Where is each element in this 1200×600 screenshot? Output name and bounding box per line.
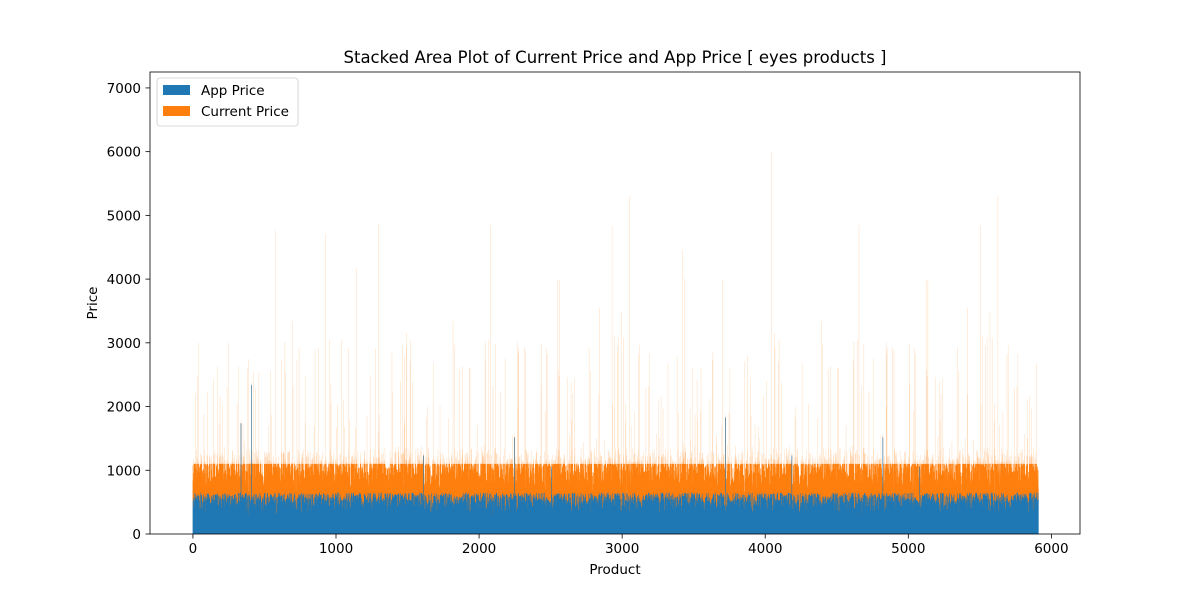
y-axis-label: Price bbox=[85, 287, 101, 320]
y-tick-label: 7000 bbox=[107, 81, 141, 97]
x-tick-label: 2000 bbox=[462, 541, 496, 557]
legend-label-app-price: App Price bbox=[201, 83, 265, 99]
plot-area bbox=[149, 71, 1081, 535]
x-tick-label: 1000 bbox=[319, 541, 353, 557]
x-tick-label: 4000 bbox=[748, 541, 782, 557]
legend-label-current-price: Current Price bbox=[201, 104, 289, 120]
legend-box bbox=[156, 77, 299, 127]
y-tick-label: 0 bbox=[132, 527, 141, 543]
y-axis: 0 1000 2000 3000 4000 5000 6000 7000 bbox=[107, 81, 150, 543]
area-app-price bbox=[192, 384, 1039, 534]
x-tick-label: 0 bbox=[189, 541, 198, 557]
plot-frame bbox=[149, 71, 1081, 535]
y-tick-label: 6000 bbox=[107, 145, 141, 161]
legend-swatch-app-price bbox=[163, 85, 190, 95]
x-tick-label: 6000 bbox=[1034, 541, 1068, 557]
series-areas bbox=[192, 151, 1039, 534]
x-tick-label: 3000 bbox=[605, 541, 639, 557]
y-tick-label: 4000 bbox=[107, 272, 141, 288]
x-axis: 0 1000 2000 3000 4000 5000 6000 bbox=[189, 534, 1069, 557]
y-tick-label: 2000 bbox=[107, 400, 141, 416]
legend-swatch-current-price bbox=[163, 106, 190, 116]
y-tick-label: 1000 bbox=[107, 463, 141, 479]
chart-title: Stacked Area Plot of Current Price and A… bbox=[344, 48, 887, 67]
legend: App Price Current Price bbox=[156, 77, 299, 127]
y-tick-label: 3000 bbox=[107, 336, 141, 352]
x-tick-label: 5000 bbox=[891, 541, 925, 557]
x-axis-label: Product bbox=[589, 562, 640, 578]
y-tick-label: 5000 bbox=[107, 208, 141, 224]
